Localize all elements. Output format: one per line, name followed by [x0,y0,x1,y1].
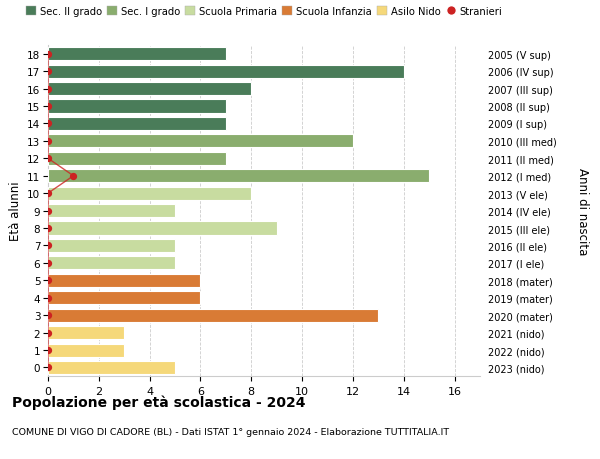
Bar [48,100,226,113]
Y-axis label: Anni di nascita: Anni di nascita [576,168,589,255]
Point [43,51,53,58]
Point [43,121,53,128]
Bar [48,48,226,61]
Point [43,329,53,336]
Legend: Sec. II grado, Sec. I grado, Scuola Primaria, Scuola Infanzia, Asilo Nido, Stran: Sec. II grado, Sec. I grado, Scuola Prim… [23,5,505,19]
Point [43,277,53,285]
Point [43,225,53,232]
Text: COMUNE DI VIGO DI CADORE (BL) - Dati ISTAT 1° gennaio 2024 - Elaborazione TUTTIT: COMUNE DI VIGO DI CADORE (BL) - Dati IST… [12,427,449,436]
Point [43,86,53,93]
Bar [48,187,251,200]
Bar [48,118,226,131]
Bar [48,170,429,183]
Bar [48,326,124,339]
Point [43,364,53,371]
Text: Popolazione per età scolastica - 2024: Popolazione per età scolastica - 2024 [12,395,305,409]
Point [43,68,53,76]
Bar [48,274,200,287]
Point [68,173,78,180]
Bar [48,291,200,305]
Bar [48,83,251,96]
Point [43,312,53,319]
Bar [48,205,175,218]
Point [43,207,53,215]
Bar [48,361,175,374]
Y-axis label: Età alunni: Età alunni [8,181,22,241]
Bar [48,66,404,78]
Point [43,260,53,267]
Point [43,242,53,250]
Point [43,190,53,197]
Bar [48,344,124,357]
Point [43,103,53,111]
Bar [48,257,175,270]
Point [43,347,53,354]
Point [43,138,53,145]
Bar [48,240,175,252]
Bar [48,135,353,148]
Bar [48,222,277,235]
Point [43,294,53,302]
Bar [48,152,226,166]
Point [43,155,53,162]
Bar [48,309,379,322]
